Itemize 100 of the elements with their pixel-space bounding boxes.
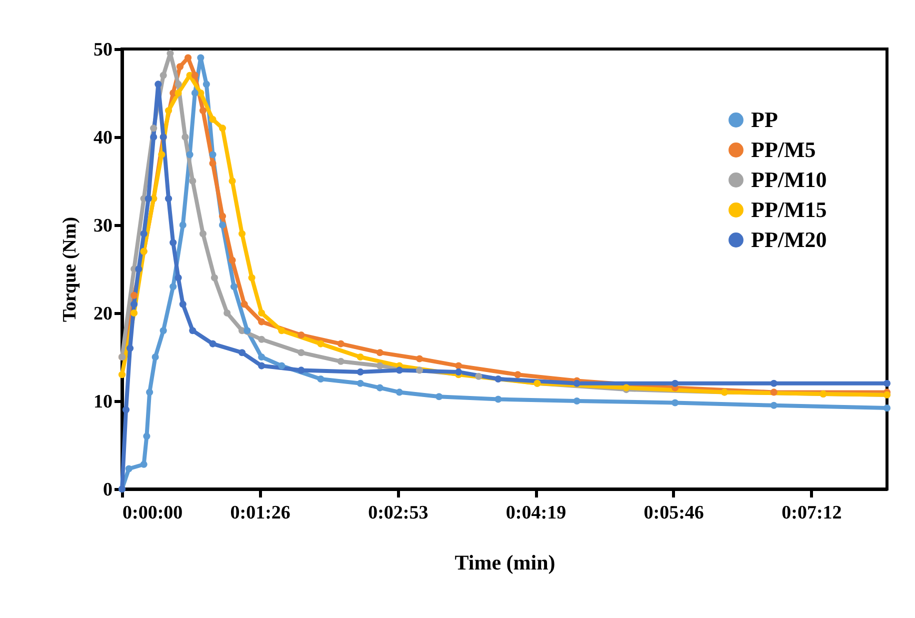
point [143,432,150,440]
point [770,380,778,387]
point [244,327,251,334]
point [135,265,142,273]
point [337,358,344,365]
point [118,371,126,378]
point [317,375,324,383]
point [199,230,207,238]
y-tick-label: 40 [94,128,112,148]
point [672,380,679,387]
point [494,375,502,383]
point [298,349,305,356]
point [218,212,226,220]
point [218,124,226,132]
point [573,380,580,387]
x-tick-label: 0:04:19 [506,502,566,524]
point [455,362,462,370]
point [770,388,778,396]
x-tick-label: 0:07:12 [782,502,842,524]
point [883,404,891,412]
point [278,327,286,334]
x-tick-label: 0:01:26 [230,502,290,524]
point [158,151,166,158]
point [317,340,324,348]
point [494,396,502,403]
point [356,380,364,387]
point [125,465,132,472]
point [152,353,159,361]
point [170,239,177,246]
point [258,353,266,361]
point [356,368,364,376]
point [396,366,403,374]
point [209,340,216,348]
point [130,292,138,299]
point [376,349,384,356]
point [218,221,226,229]
point [435,393,443,400]
point [770,402,778,409]
point [356,353,364,361]
x-tick-label: 0:05:46 [644,502,704,524]
point [258,362,266,370]
point [258,309,266,317]
y-tick-label: 0 [103,480,112,500]
point [154,80,162,88]
point [150,133,158,141]
y-axis-title: Torque (Nm) [60,216,80,322]
point [228,256,236,264]
point [174,89,182,97]
point [186,151,194,158]
point [130,300,138,308]
y-tick-label: 20 [94,304,112,324]
legend-label: PP/M15 [751,197,827,222]
point [416,355,424,362]
point [170,283,177,290]
point [179,300,186,308]
legend-label: PP/M5 [751,137,816,162]
point [224,309,231,317]
point [376,362,384,370]
point [176,63,184,70]
point [209,160,216,167]
point [573,397,580,405]
point [672,399,679,406]
point [258,318,266,326]
point [122,406,130,414]
point [160,327,167,334]
x-tick-label: 0:02:53 [368,502,428,524]
point [126,344,134,352]
point [238,349,246,356]
x-axis-title: Time (min) [454,550,556,574]
legend-label: PP/M20 [751,227,827,252]
legend-label: PP/M10 [751,167,827,192]
point [416,366,424,374]
legend-label: PP [751,107,778,132]
point [174,80,182,88]
x-tick-label: 0:00:00 [122,502,183,524]
point [191,72,198,79]
point [376,384,384,392]
point [248,274,256,282]
point [164,107,172,114]
point [278,362,286,370]
point [230,283,238,290]
point [238,230,246,238]
point [140,460,148,468]
point [144,195,152,202]
point [150,124,158,132]
point [514,371,522,378]
point [189,177,196,185]
point [883,380,891,387]
point [140,230,148,238]
point [298,331,305,339]
point [396,388,403,396]
point [475,372,482,380]
point [337,340,344,348]
y-tick-label: 10 [94,392,112,412]
point [240,300,248,308]
point [298,366,305,374]
point [258,336,266,343]
y-tick-label: 50 [94,40,112,60]
point [164,195,172,202]
point [202,80,210,88]
